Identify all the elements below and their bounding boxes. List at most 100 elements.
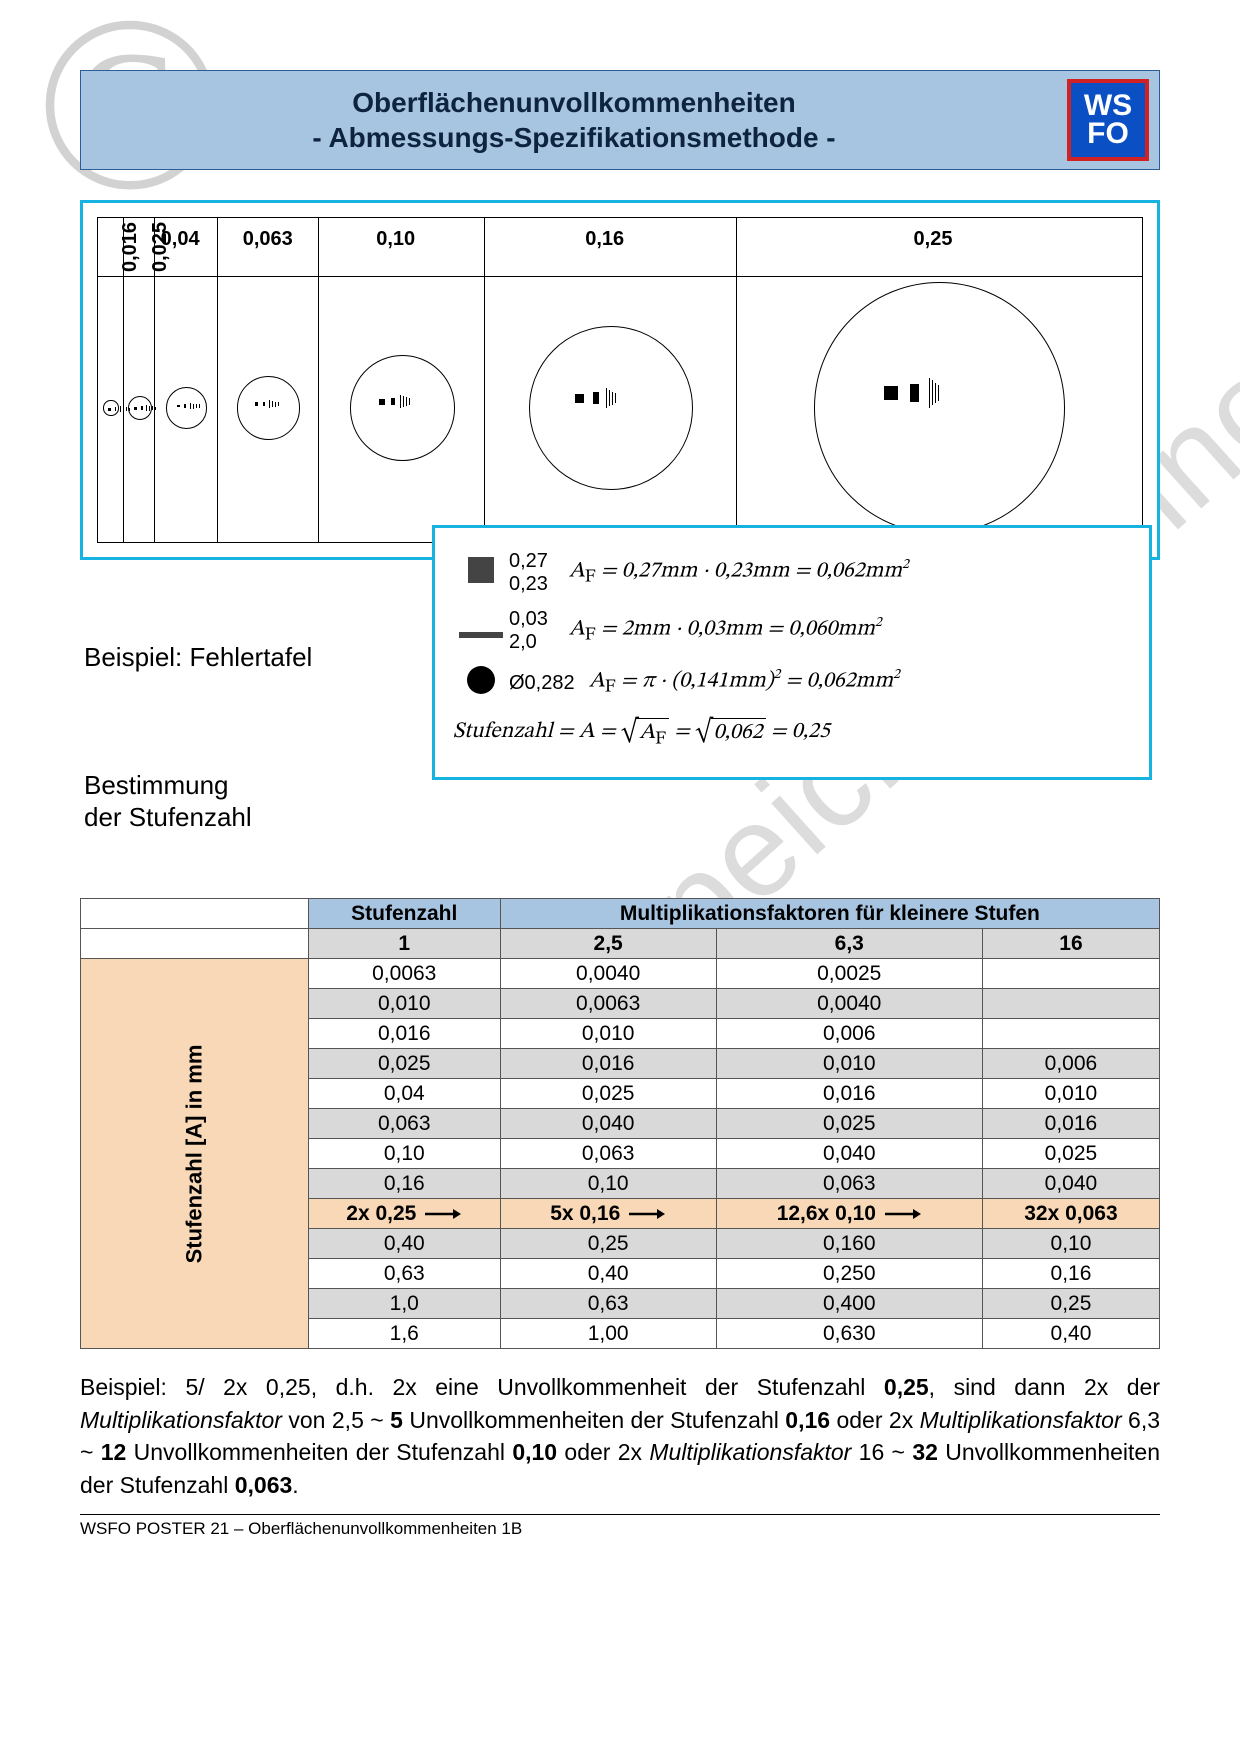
table-cell: 0,10 [308,1139,500,1169]
table-cell: 1,6 [308,1319,500,1349]
table-cell: 0,010 [982,1079,1159,1109]
sq-dim: 0,27 0,23 [509,550,569,596]
table-cell: 32x 0,063 [982,1199,1159,1229]
table-cell: 0,0025 [716,959,982,989]
diag-label: 0,063 [243,228,293,251]
footer-left-a: WSFO POSTER 21 [80,1519,234,1538]
p7: Unvollkommenheiten der Stufenzahl [126,1439,512,1465]
bar-icon [453,618,509,644]
stufenzahl-table: Stufenzahl Multiplikationsfaktoren für k… [80,898,1160,1349]
stufenzahl-table-wrap: Stufenzahl Multiplikationsfaktoren für k… [80,898,1160,1349]
diagram-grid: 0,0160,0250,040,0630,100,160,25 [97,217,1143,543]
sq-h: 0,23 [509,573,548,595]
b6: 32 [912,1439,938,1465]
table-cell: 12,6x 0,10 [716,1199,982,1229]
diag-label: 0,10 [376,228,415,251]
table-cell: 0,040 [500,1109,716,1139]
table-cell: 0,025 [982,1139,1159,1169]
label-bestimmung-2: der Stufenzahl [84,802,252,833]
table-cell: 0,63 [308,1259,500,1289]
bar-dim: 0,03 2,0 [509,608,569,654]
table-cell: 0,025 [308,1049,500,1079]
diag-label: 0,04 [161,228,200,251]
p4: Unvollkommenheiten der Stufenzahl [403,1407,785,1433]
page: Oberflächenunvollkommenheiten - Abmessun… [80,70,1160,1684]
table-cell: 0,160 [716,1229,982,1259]
scale-circle [529,326,693,490]
dot-dim: Ø0,282 [509,672,589,695]
table-cell: 0,0063 [308,959,500,989]
table-cell: 0,063 [308,1109,500,1139]
scale-tick-icon [884,378,939,408]
scale-circle [350,355,455,460]
table-cell: 0,010 [308,989,500,1019]
formula-row-square: 0,27 0,23 AF = 0,27mm · 0,23mm = 0,062mm… [453,550,1131,596]
table-cell [982,959,1159,989]
table-cell: 0,010 [500,1019,716,1049]
table-cell: 0,025 [500,1079,716,1109]
table-cell: 0,40 [308,1229,500,1259]
table-cell: 0,010 [716,1049,982,1079]
footer-left-b: – Oberflächenunvollkommenheiten 1B [234,1519,522,1538]
table-cell: 2x 0,25 [308,1199,500,1229]
dot-eq: AF = π · (0,141mm)2 = 0,062mm2 [589,666,1131,700]
table-cell: 0,630 [716,1319,982,1349]
table-cell: 0,040 [716,1139,982,1169]
bar-w: 0,03 [509,608,548,630]
table-cell: 0,16 [308,1169,500,1199]
table-cell: 0,04 [308,1079,500,1109]
table-cell: 0,25 [982,1289,1159,1319]
table-cell: 0,006 [982,1049,1159,1079]
th2-0: 1 [308,929,500,959]
sq-eq: AF = 0,27mm · 0,23mm = 0,062mm2 [569,556,1131,590]
p3: von 2,5 ~ [282,1407,390,1433]
p1: Beispiel: 5/ 2x 0,25, d.h. 2x eine Unvol… [80,1374,884,1400]
stufenzahl-eq: Stufenzahl = A = AF = 0,062 = 0,25 [453,718,1131,751]
formula-row-stufenzahl: Stufenzahl = A = AF = 0,062 = 0,25 [453,718,1131,751]
table-cell: 0,006 [716,1019,982,1049]
formula-row-dot: Ø0,282 AF = π · (0,141mm)2 = 0,062mm2 [453,666,1131,700]
scale-tick-icon [177,403,199,409]
th2-1: 2,5 [500,929,716,959]
i2: Multiplikationsfaktor [920,1407,1122,1433]
p11: . [292,1472,298,1498]
title-line-2: - Abmessungs-Spezifikationsmethode - [91,120,1057,155]
header-bar: Oberflächenunvollkommenheiten - Abmessun… [80,70,1160,170]
sq-w: 0,27 [509,550,548,572]
b2: 5 [390,1407,403,1433]
diag-label: 0,25 [914,228,953,251]
table-cell [982,1019,1159,1049]
table-cell: 1,0 [308,1289,500,1319]
b5: 0,10 [512,1439,557,1465]
table-cell: 0,400 [716,1289,982,1319]
table-cell: 0,063 [716,1169,982,1199]
diag-column [155,218,218,542]
table-cell: 0,63 [500,1289,716,1319]
bar-h: 2,0 [509,631,537,653]
p2: , sind dann 2x der [929,1374,1160,1400]
diag-label: 0,16 [585,228,624,251]
logo-top: WS [1084,92,1132,121]
table-cell: 0,025 [716,1109,982,1139]
example-paragraph: Beispiel: 5/ 2x 0,25, d.h. 2x eine Unvol… [80,1371,1160,1502]
header-titles: Oberflächenunvollkommenheiten - Abmessun… [91,85,1057,155]
dot-icon [453,666,509,700]
table-cell: 0,0040 [500,959,716,989]
table-cell [982,989,1159,1019]
table-cell: 0,0063 [500,989,716,1019]
table-cell: 0,16 [982,1259,1159,1289]
table-cell: 0,063 [500,1139,716,1169]
table-cell: 0,25 [500,1229,716,1259]
error-scale-diagram: 0,0160,0250,040,0630,100,160,25 [80,200,1160,560]
scale-tick-icon [379,395,410,408]
b7: 0,063 [235,1472,293,1498]
p5: oder 2x [830,1407,920,1433]
title-line-1: Oberflächenunvollkommenheiten [91,85,1057,120]
wsfo-logo: WS FO [1067,79,1149,161]
square-icon [453,557,509,589]
label-beispiel: Beispiel: Fehlertafel [84,642,312,673]
th-stufenzahl: Stufenzahl [308,899,500,929]
table-cell: 0,10 [500,1169,716,1199]
table-row: Stufenzahl [A] in mm0,00630,00400,0025 [81,959,1160,989]
scale-circle [237,376,300,439]
